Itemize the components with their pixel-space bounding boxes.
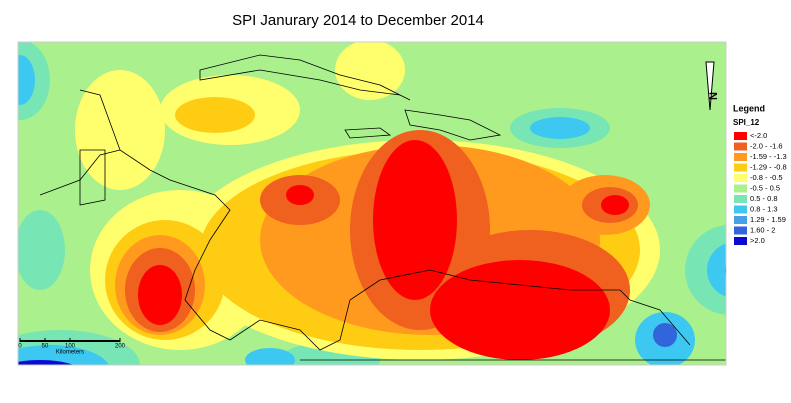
legend-swatch bbox=[734, 237, 747, 245]
scale-bar: 0 50 100 200 Kilometers bbox=[18, 338, 126, 356]
legend: <-2.0-2.0 - -1.6 -1.59 - -1.3-1.29 - -0.8… bbox=[734, 131, 787, 245]
legend-swatch bbox=[734, 174, 747, 182]
legend-label: -0.5 - 0.5 bbox=[750, 183, 780, 192]
legend-swatch bbox=[734, 163, 747, 172]
legend-label: 0.5 - 0.8 bbox=[750, 194, 778, 203]
scale-unit: Kilometers bbox=[56, 350, 84, 356]
scale-label: 0 bbox=[18, 344, 22, 350]
legend-heading: Legend bbox=[733, 103, 765, 113]
map-title: SPI Janurary 2014 to December 2014 bbox=[232, 12, 484, 29]
legend-swatch bbox=[734, 142, 747, 151]
legend-label: >2.0 bbox=[750, 236, 765, 245]
scale-label: 100 bbox=[65, 344, 76, 350]
legend-label: -1.29 - -0.8 bbox=[750, 162, 787, 171]
legend-swatch bbox=[734, 205, 747, 214]
legend-label: 0.8 - 1.3 bbox=[750, 204, 778, 213]
scale-label: 200 bbox=[115, 344, 126, 350]
north-arrow: N bbox=[705, 61, 720, 111]
legend-label: -1.59 - -1.3 bbox=[750, 152, 787, 161]
legend-swatch bbox=[734, 226, 747, 235]
spi-map bbox=[18, 42, 726, 365]
legend-swatch bbox=[734, 153, 747, 161]
legend-label: 1.60 - 2 bbox=[750, 225, 775, 234]
legend-label: 1.29 - 1.59 bbox=[750, 215, 786, 224]
legend-swatch bbox=[734, 132, 747, 140]
map-frame bbox=[17, 41, 727, 366]
legend-swatch bbox=[734, 195, 747, 203]
legend-label: -0.8 - -0.5 bbox=[750, 173, 783, 182]
legend-label: <-2.0 bbox=[750, 131, 767, 140]
legend-swatch bbox=[734, 216, 747, 224]
legend-swatch bbox=[734, 184, 747, 193]
north-label: N bbox=[708, 92, 720, 100]
legend-label: -2.0 - -1.6 bbox=[750, 141, 783, 150]
scale-label: 50 bbox=[42, 344, 49, 350]
legend-field: SPI_12 bbox=[733, 118, 760, 127]
